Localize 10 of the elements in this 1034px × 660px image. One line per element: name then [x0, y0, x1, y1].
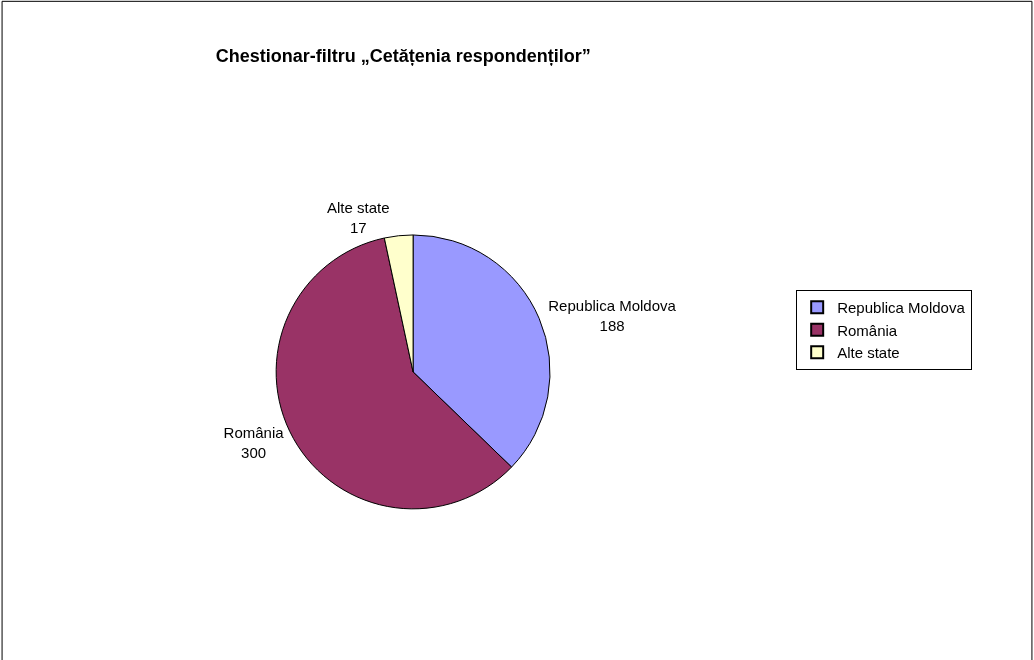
legend-label: Republica Moldova [837, 299, 966, 317]
legend-label: România [837, 321, 898, 339]
data-label: 300 [241, 443, 267, 461]
slice-label: Republica Moldova [548, 297, 677, 315]
chart-title: Chestionar-filtru „Cetățenia respondenților” [215, 46, 591, 67]
slice-label: Alte state [326, 199, 390, 217]
data-label: 17 [349, 218, 367, 236]
slice-label: România [223, 424, 285, 442]
data-label: 188 [599, 316, 625, 334]
legend-label: Alte state [837, 344, 900, 362]
